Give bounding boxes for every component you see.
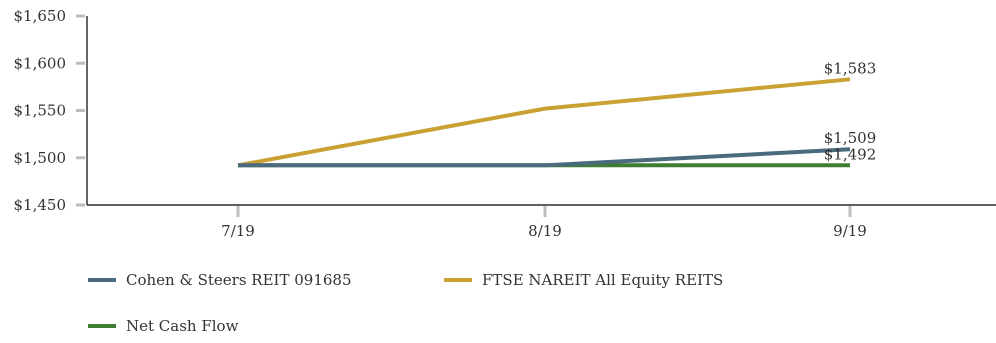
legend: Cohen & Steers REIT 091685 FTSE NAREIT Al… bbox=[88, 271, 723, 335]
x-tick-label: 7/19 bbox=[221, 222, 255, 240]
y-tick-label: $1,600 bbox=[14, 54, 67, 72]
legend-item: Cohen & Steers REIT 091685 bbox=[88, 271, 352, 289]
legend-label: Cohen & Steers REIT 091685 bbox=[126, 271, 352, 289]
x-tick-label: 8/19 bbox=[528, 222, 562, 240]
legend-label: Net Cash Flow bbox=[126, 317, 239, 335]
series-lines bbox=[238, 79, 850, 165]
legend-item: Net Cash Flow bbox=[88, 317, 239, 335]
x-axis-ticks: 7/19 8/19 9/19 bbox=[221, 206, 867, 240]
y-tick-label: $1,550 bbox=[14, 102, 67, 120]
y-axis-ticks: $1,450 $1,500 $1,550 $1,600 $1,650 bbox=[14, 7, 86, 214]
y-tick-label: $1,500 bbox=[14, 149, 67, 167]
data-label: $1,492 bbox=[824, 145, 877, 163]
data-label: $1,583 bbox=[824, 59, 877, 77]
legend-item: FTSE NAREIT All Equity REITS bbox=[444, 271, 723, 289]
data-labels: $1,509$1,583$1,492 bbox=[824, 59, 877, 163]
x-tick-label: 9/19 bbox=[833, 222, 867, 240]
legend-label: FTSE NAREIT All Equity REITS bbox=[482, 271, 723, 289]
y-tick-label: $1,450 bbox=[14, 196, 67, 214]
y-tick-label: $1,650 bbox=[14, 7, 67, 25]
series-line-cohen-steers-reit-091685 bbox=[238, 149, 850, 165]
